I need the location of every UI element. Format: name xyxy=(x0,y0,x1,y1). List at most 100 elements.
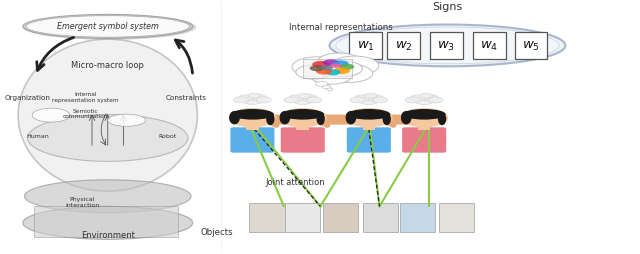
Ellipse shape xyxy=(23,207,193,240)
Ellipse shape xyxy=(317,113,325,126)
FancyBboxPatch shape xyxy=(473,33,506,60)
Circle shape xyxy=(292,97,313,105)
Circle shape xyxy=(248,94,260,99)
Circle shape xyxy=(307,98,322,104)
Ellipse shape xyxy=(438,113,446,126)
Circle shape xyxy=(316,82,328,87)
Ellipse shape xyxy=(229,112,240,125)
FancyBboxPatch shape xyxy=(303,60,353,79)
Text: Organization: Organization xyxy=(4,95,50,101)
Ellipse shape xyxy=(401,112,412,125)
Circle shape xyxy=(301,95,317,102)
Ellipse shape xyxy=(108,115,145,127)
FancyBboxPatch shape xyxy=(402,128,446,153)
Circle shape xyxy=(250,95,267,102)
FancyBboxPatch shape xyxy=(347,128,391,153)
Text: communication: communication xyxy=(63,114,108,119)
Circle shape xyxy=(284,98,299,104)
Ellipse shape xyxy=(18,40,197,192)
Circle shape xyxy=(372,98,388,104)
FancyBboxPatch shape xyxy=(387,33,420,60)
Ellipse shape xyxy=(28,115,188,162)
Text: $w_5$: $w_5$ xyxy=(522,40,540,53)
Circle shape xyxy=(316,69,332,75)
FancyBboxPatch shape xyxy=(34,206,178,237)
FancyBboxPatch shape xyxy=(515,33,547,60)
Ellipse shape xyxy=(383,113,391,126)
Circle shape xyxy=(310,66,324,72)
Ellipse shape xyxy=(348,109,390,120)
Circle shape xyxy=(298,94,311,99)
Circle shape xyxy=(256,98,271,104)
Circle shape xyxy=(312,62,330,69)
Ellipse shape xyxy=(403,109,445,120)
Circle shape xyxy=(279,109,326,128)
Text: Micro-macro loop: Micro-macro loop xyxy=(71,61,144,70)
Ellipse shape xyxy=(23,15,196,41)
Circle shape xyxy=(317,54,361,71)
Circle shape xyxy=(321,66,333,71)
FancyBboxPatch shape xyxy=(430,33,463,60)
Text: Objects: Objects xyxy=(201,227,234,236)
Ellipse shape xyxy=(346,112,356,125)
Circle shape xyxy=(420,94,433,99)
Ellipse shape xyxy=(26,17,189,38)
Circle shape xyxy=(289,96,304,102)
Text: Emergent symbol system: Emergent symbol system xyxy=(57,22,159,31)
Text: representation system: representation system xyxy=(52,98,119,103)
FancyBboxPatch shape xyxy=(439,203,474,232)
Circle shape xyxy=(331,57,379,76)
Circle shape xyxy=(428,98,443,104)
Circle shape xyxy=(310,68,352,85)
Ellipse shape xyxy=(24,180,191,213)
Circle shape xyxy=(345,109,393,128)
Text: Semiotic: Semiotic xyxy=(73,108,99,113)
Text: Internal representations: Internal representations xyxy=(289,23,392,32)
FancyBboxPatch shape xyxy=(285,203,321,232)
Circle shape xyxy=(405,98,420,104)
Bar xyxy=(246,126,259,130)
Circle shape xyxy=(326,89,333,91)
Circle shape xyxy=(323,60,339,67)
Circle shape xyxy=(367,95,383,102)
Circle shape xyxy=(350,98,365,104)
Circle shape xyxy=(359,97,379,105)
FancyBboxPatch shape xyxy=(281,128,324,153)
Circle shape xyxy=(332,61,349,68)
Text: $w_3$: $w_3$ xyxy=(437,40,455,53)
Ellipse shape xyxy=(280,112,290,125)
Circle shape xyxy=(239,96,253,102)
FancyBboxPatch shape xyxy=(250,203,285,232)
Ellipse shape xyxy=(336,28,559,65)
FancyBboxPatch shape xyxy=(362,203,397,232)
Bar xyxy=(418,126,431,130)
Circle shape xyxy=(333,68,350,75)
Text: interaction: interaction xyxy=(65,202,100,207)
Ellipse shape xyxy=(330,25,565,67)
Circle shape xyxy=(364,94,377,99)
Text: Environment: Environment xyxy=(81,230,134,239)
Circle shape xyxy=(355,96,370,102)
Text: Constraints: Constraints xyxy=(166,95,207,101)
Text: Robot: Robot xyxy=(158,133,177,138)
Text: Joint attention: Joint attention xyxy=(265,177,324,186)
Circle shape xyxy=(323,86,331,89)
Circle shape xyxy=(234,98,249,104)
Bar xyxy=(296,126,309,130)
Circle shape xyxy=(414,97,434,105)
Text: Physical: Physical xyxy=(70,197,95,201)
Circle shape xyxy=(422,95,438,102)
Circle shape xyxy=(327,65,372,83)
FancyBboxPatch shape xyxy=(230,128,275,153)
Ellipse shape xyxy=(23,15,193,39)
Circle shape xyxy=(296,66,331,80)
Ellipse shape xyxy=(281,109,324,120)
FancyBboxPatch shape xyxy=(323,203,358,232)
Text: $w_2$: $w_2$ xyxy=(394,40,412,53)
Circle shape xyxy=(400,109,448,128)
Circle shape xyxy=(292,58,342,78)
Circle shape xyxy=(339,65,355,70)
Circle shape xyxy=(410,96,426,102)
Circle shape xyxy=(243,97,262,105)
Text: Signs: Signs xyxy=(432,2,463,12)
